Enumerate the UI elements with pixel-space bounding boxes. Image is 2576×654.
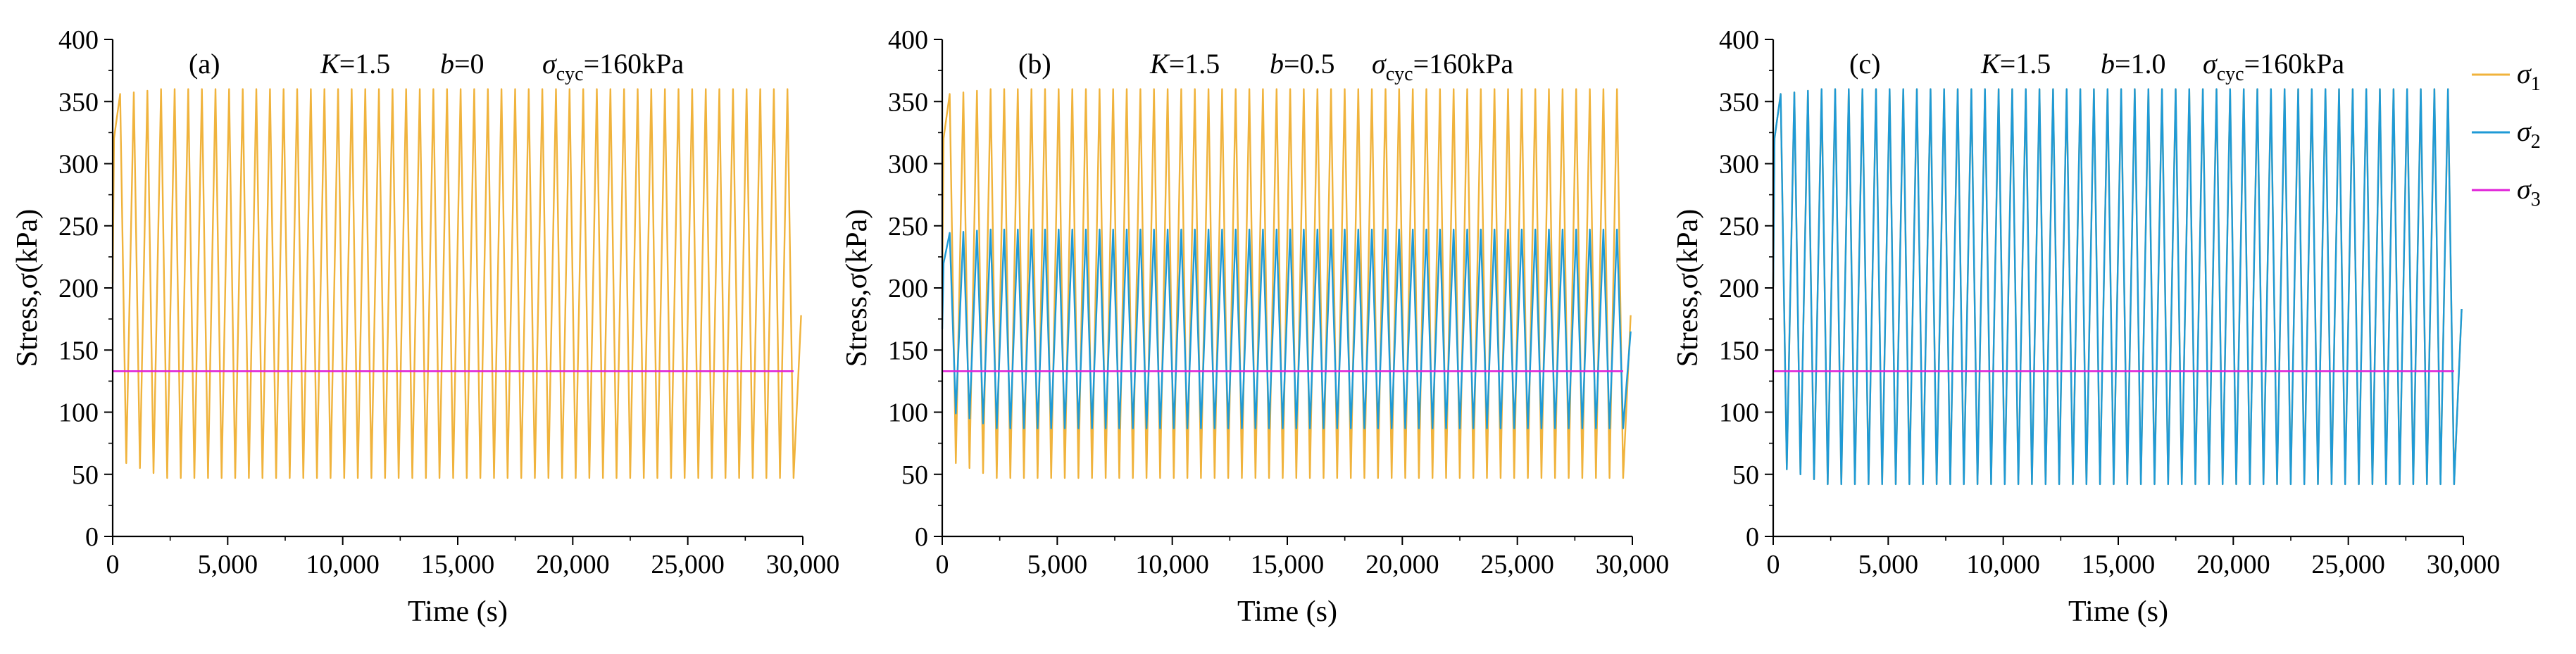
y-tick-label: 300 xyxy=(888,150,928,180)
x-tick-label: 20,000 xyxy=(1365,550,1439,579)
legend-label-3: σ3 xyxy=(2517,173,2541,210)
cyc-annotation: σcyc=160kPa xyxy=(2203,48,2344,85)
x-tick-label: 5,000 xyxy=(198,550,258,579)
y-tick-label: 200 xyxy=(1719,274,1759,303)
y-tick-label: 400 xyxy=(1719,25,1759,55)
y-tick-label: 350 xyxy=(888,87,928,117)
x-tick-label: 30,000 xyxy=(766,550,840,579)
y-tick-label: 50 xyxy=(1732,460,1759,490)
y-axis-title: Stress,σ(kPa) xyxy=(1672,209,1704,367)
cyc-annotation: σcyc=160kPa xyxy=(542,48,684,85)
x-tick-label: 15,000 xyxy=(1251,550,1325,579)
y-tick-label: 50 xyxy=(72,460,99,490)
panel-label: (c) xyxy=(1849,48,1880,80)
x-tick-label: 25,000 xyxy=(1480,550,1554,579)
y-tick-label: 400 xyxy=(58,25,99,55)
cyc-annotation: σcyc=160kPa xyxy=(1372,48,1513,85)
k-annotation: K=1.5 xyxy=(320,48,390,80)
x-tick-label: 15,000 xyxy=(2082,550,2156,579)
y-tick-label: 250 xyxy=(1719,212,1759,241)
x-tick-label: 10,000 xyxy=(1135,550,1209,579)
x-tick-label: 5,000 xyxy=(1027,550,1088,579)
y-axis-title: Stress,σ(kPa) xyxy=(841,209,873,367)
x-tick-label: 5,000 xyxy=(1858,550,1919,579)
k-annotation: K=1.5 xyxy=(1149,48,1220,80)
y-tick-label: 0 xyxy=(1746,522,1759,552)
panel-label: (a) xyxy=(189,48,220,80)
b-annotation: b=0.5 xyxy=(1270,48,1335,80)
x-tick-label: 20,000 xyxy=(536,550,610,579)
panel-label: (b) xyxy=(1018,48,1051,80)
series-line-σ2 xyxy=(1772,88,2463,486)
k-annotation: K=1.5 xyxy=(1980,48,2051,80)
x-tick-label: 15,000 xyxy=(421,550,495,579)
y-tick-label: 150 xyxy=(1719,336,1759,365)
y-tick-label: 150 xyxy=(58,336,99,365)
chart-panel-b: 0 50 100 150 200 250 300 350 400 0 5,000 10,000 15,0… xyxy=(841,25,1669,628)
x-axis-title: Time (s) xyxy=(1237,596,1337,628)
x-tick-label: 20,000 xyxy=(2196,550,2270,579)
y-tick-label: 250 xyxy=(58,212,99,241)
x-tick-label: 25,000 xyxy=(2311,550,2385,579)
y-tick-label: 100 xyxy=(1719,398,1759,428)
x-tick-label: 10,000 xyxy=(306,550,380,579)
x-tick-label: 30,000 xyxy=(2427,550,2501,579)
y-tick-label: 100 xyxy=(58,398,99,428)
b-annotation: b=0 xyxy=(440,48,484,80)
series-line-σ1 xyxy=(111,88,802,479)
y-tick-label: 400 xyxy=(888,25,928,55)
y-tick-label: 0 xyxy=(915,522,928,552)
x-tick-label: 30,000 xyxy=(1596,550,1670,579)
y-tick-label: 250 xyxy=(888,212,928,241)
y-tick-label: 150 xyxy=(888,336,928,365)
y-tick-label: 350 xyxy=(1719,87,1759,117)
x-axis-title: Time (s) xyxy=(2068,596,2168,628)
legend-label-1: σ1 xyxy=(2517,58,2541,95)
x-tick-label: 0 xyxy=(936,550,949,579)
legend: σ1 σ2 σ3 xyxy=(2472,58,2541,210)
series-line-σ1 xyxy=(941,88,1632,479)
legend-label-2: σ2 xyxy=(2517,115,2541,153)
chart-panel-c: 0 50 100 150 200 250 300 350 400 0 5,000 10,000 15,0… xyxy=(1672,25,2500,628)
y-tick-label: 50 xyxy=(901,460,928,490)
y-tick-label: 100 xyxy=(888,398,928,428)
x-tick-label: 25,000 xyxy=(651,550,725,579)
y-tick-label: 200 xyxy=(888,274,928,303)
series-line-σ2 xyxy=(941,228,1632,429)
x-tick-label: 0 xyxy=(106,550,120,579)
y-tick-label: 300 xyxy=(1719,150,1759,180)
y-tick-label: 200 xyxy=(58,274,99,303)
x-tick-label: 10,000 xyxy=(1966,550,2040,579)
x-axis-title: Time (s) xyxy=(408,596,508,628)
x-tick-label: 0 xyxy=(1767,550,1780,579)
chart-panel-a: 0 50 100 150 200 250 300 350 400 0 5,000 10,000 15,0… xyxy=(11,25,839,628)
b-annotation: b=1.0 xyxy=(2101,48,2166,80)
y-axis-title: Stress,σ(kPa) xyxy=(11,209,44,367)
y-tick-label: 0 xyxy=(85,522,99,552)
y-tick-label: 300 xyxy=(58,150,99,180)
y-tick-label: 350 xyxy=(58,87,99,117)
